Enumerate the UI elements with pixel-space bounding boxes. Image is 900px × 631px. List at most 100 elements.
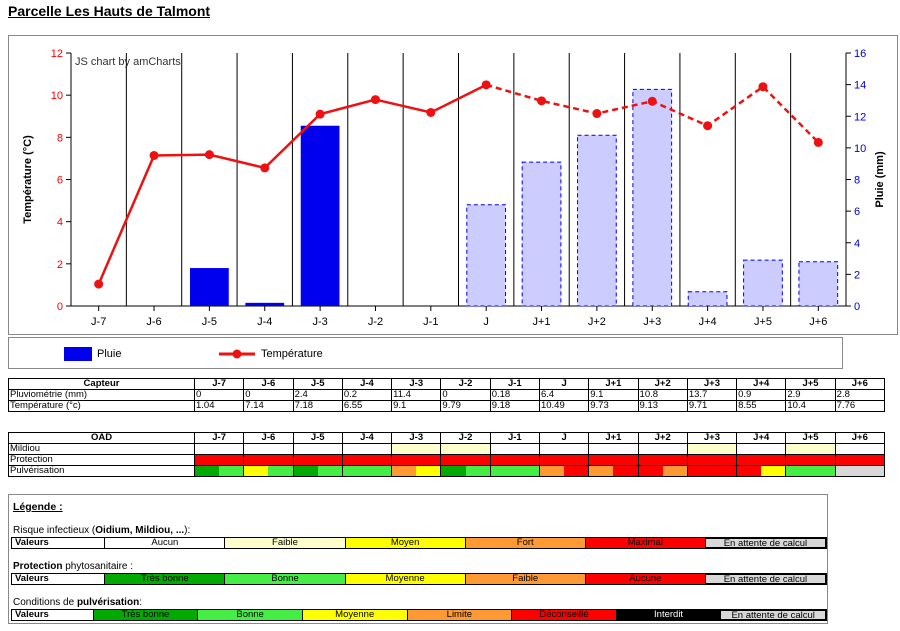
status-segment bbox=[688, 455, 712, 465]
status-cell bbox=[391, 454, 442, 466]
y-right-label: Pluie (mm) bbox=[874, 151, 886, 208]
oad-day-header: J+6 bbox=[834, 432, 886, 444]
legend-scale-item: Valeurs bbox=[12, 538, 105, 548]
rain-bar bbox=[190, 268, 229, 306]
status-segment bbox=[639, 466, 663, 476]
rain-bar bbox=[577, 134, 617, 307]
status-segment bbox=[737, 455, 762, 465]
rain-bar bbox=[521, 161, 562, 307]
status-segment bbox=[343, 455, 367, 465]
capteur-day-header: J+5 bbox=[785, 378, 836, 390]
table-cell: 0.2 bbox=[341, 389, 393, 401]
legend-scale-item: Valeurs bbox=[12, 610, 93, 620]
weather-chart: JS chart by amCharts 0 2 4 6 8 10 12 Température… bbox=[22, 48, 886, 328]
capteur-day-header: J-7 bbox=[193, 378, 245, 390]
pulverisation-caption: Conditions de pulvérisation: bbox=[13, 597, 142, 608]
status-segment bbox=[416, 455, 440, 465]
status-segment bbox=[589, 466, 614, 476]
oad-day-header: J+2 bbox=[637, 432, 688, 444]
oad-day-header: J-4 bbox=[341, 432, 393, 444]
row-label: Protection bbox=[8, 454, 195, 466]
capteur-day-header: J-4 bbox=[341, 378, 393, 390]
temperature-point bbox=[758, 82, 768, 92]
status-segment bbox=[465, 455, 490, 465]
table-cell: 10.49 bbox=[538, 400, 590, 412]
capteur-header: Capteur bbox=[8, 378, 195, 390]
status-segment bbox=[416, 466, 440, 476]
status-segment bbox=[294, 455, 318, 465]
capteur-day-header: J-5 bbox=[292, 378, 343, 390]
status-segment bbox=[589, 444, 614, 454]
capteur-day-header: J+4 bbox=[736, 378, 787, 390]
rain-bar bbox=[245, 302, 285, 306]
status-segment bbox=[268, 466, 293, 476]
status-segment bbox=[836, 455, 860, 465]
status-cell bbox=[588, 465, 639, 477]
table-cell: 6.55 bbox=[341, 400, 393, 412]
table-cell: 9.1 bbox=[588, 389, 639, 401]
legend-rain-label: Pluie bbox=[97, 348, 122, 360]
status-segment bbox=[244, 444, 269, 454]
x-tick-label: J+5 bbox=[754, 316, 772, 328]
y-right-tick-label: 2 bbox=[854, 269, 860, 281]
capteur-day-header: J-6 bbox=[243, 378, 294, 390]
legend-scale-item: Fort bbox=[464, 538, 585, 548]
legend-temp-label: Température bbox=[261, 348, 323, 360]
capteur-day-header: J+6 bbox=[834, 378, 886, 390]
status-cell bbox=[489, 443, 540, 455]
status-cell bbox=[193, 443, 245, 455]
status-segment bbox=[244, 466, 269, 476]
temperature-point bbox=[149, 150, 159, 160]
oad-day-header: J-6 bbox=[243, 432, 294, 444]
status-cell bbox=[736, 443, 787, 455]
x-tick-label: J-4 bbox=[257, 316, 272, 328]
status-segment bbox=[441, 455, 466, 465]
oad-day-header: J-1 bbox=[489, 432, 540, 444]
legend-scale-item: Faible bbox=[224, 538, 345, 548]
table-cell: 0.9 bbox=[736, 389, 787, 401]
status-segment bbox=[836, 444, 860, 454]
status-segment bbox=[465, 466, 490, 476]
status-segment bbox=[441, 444, 466, 454]
legend-temp-swatch bbox=[219, 349, 255, 359]
table-cell: 13.7 bbox=[686, 389, 738, 401]
x-tick-label: J-6 bbox=[146, 316, 161, 328]
status-segment bbox=[711, 455, 736, 465]
table-cell: 1.04 bbox=[193, 400, 245, 412]
rain-bar bbox=[632, 88, 673, 307]
status-segment bbox=[317, 466, 342, 476]
status-segment bbox=[219, 444, 243, 454]
status-segment bbox=[761, 444, 785, 454]
status-segment bbox=[416, 444, 440, 454]
temperature-point bbox=[315, 109, 325, 119]
oad-day-header: J+4 bbox=[736, 432, 787, 444]
x-tick-label: J-1 bbox=[423, 316, 438, 328]
risk-caption-bold: Oidium, Mildiou, ... bbox=[95, 525, 185, 536]
status-segment bbox=[810, 466, 835, 476]
table-cell: 9.73 bbox=[588, 400, 639, 412]
status-segment bbox=[219, 455, 243, 465]
status-cell bbox=[440, 443, 491, 455]
temperature-point bbox=[537, 96, 547, 106]
status-segment bbox=[761, 455, 785, 465]
y-left-tick-label: 2 bbox=[57, 259, 63, 271]
status-segment bbox=[613, 455, 638, 465]
status-segment bbox=[786, 455, 811, 465]
y-left-tick-label: 6 bbox=[57, 175, 63, 187]
oad-day-header: J-2 bbox=[440, 432, 491, 444]
status-segment bbox=[836, 466, 860, 476]
status-cell bbox=[440, 465, 491, 477]
legend-scale-item: Limite bbox=[406, 610, 512, 620]
status-cell bbox=[637, 465, 688, 477]
legend-scale-item: Interdit bbox=[615, 610, 721, 620]
y-right-tick-label: 12 bbox=[854, 111, 866, 123]
status-cell bbox=[243, 454, 294, 466]
legend-section: Légende : Risque infectieux (Oidium, Mil… bbox=[8, 494, 828, 624]
status-cell bbox=[686, 443, 738, 455]
table-cell: 9.71 bbox=[686, 400, 738, 412]
rain-bar bbox=[687, 291, 728, 307]
status-cell bbox=[785, 443, 836, 455]
legend-title: Légende : bbox=[13, 501, 63, 513]
status-segment bbox=[219, 466, 243, 476]
status-segment bbox=[317, 444, 342, 454]
